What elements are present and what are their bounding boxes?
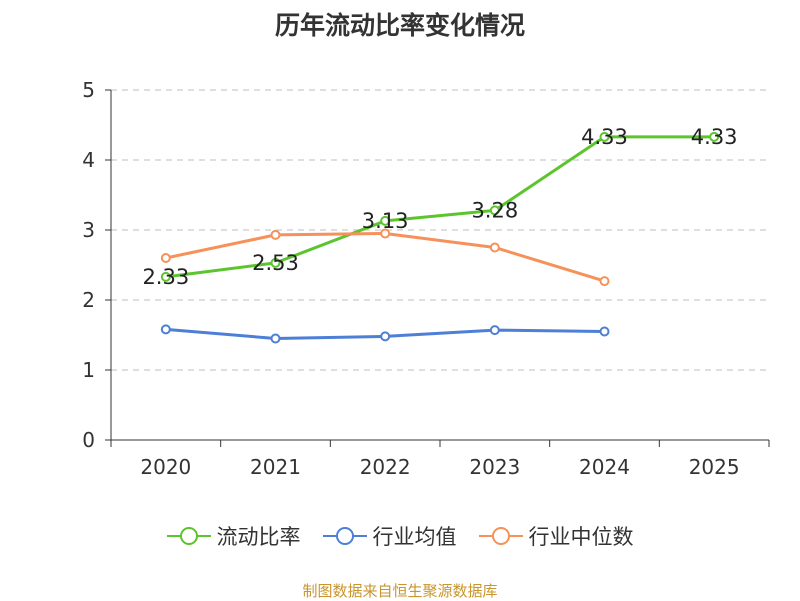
data-label-2020: 2.33: [142, 265, 189, 289]
y-tick-label: 3: [82, 218, 95, 242]
axes: 0 1 2 3 4 5 2020 2021 2022 2023 2024 2025: [82, 78, 770, 479]
y-tick-label: 0: [82, 428, 95, 452]
data-label-2021: 2.53: [252, 251, 299, 275]
legend-swatch-industry-median: [478, 527, 523, 545]
legend-item-industry-median[interactable]: 行业中位数: [478, 521, 634, 551]
data-label-2025: 4.33: [691, 125, 738, 149]
legend-label-industry-median: 行业中位数: [528, 525, 634, 549]
data-point-s0-2020: [160, 271, 171, 282]
source-note: 制图数据来自恒生聚源数据库: [302, 582, 498, 600]
data-point-s0-2024: [599, 131, 610, 142]
x-tick-label-2022: 2022: [360, 455, 411, 479]
data-point-s1-2022: [380, 331, 391, 342]
chart-title: 历年流动比率变化情况: [274, 11, 525, 40]
data-point-s1-2023: [489, 325, 500, 336]
x-tick-label-2023: 2023: [469, 455, 520, 479]
data-point-s0-2023: [489, 205, 500, 216]
data-label-2023: 3.28: [471, 198, 518, 222]
data-label-2024: 4.33: [581, 125, 628, 149]
data-label-2022: 3.13: [362, 209, 409, 233]
data-point-s0-2025: [709, 131, 720, 142]
legend-swatch-current-ratio: [166, 527, 211, 545]
data-point-s1-2020: [160, 324, 171, 335]
data-point-s2-2023: [489, 242, 500, 253]
legend-item-current-ratio[interactable]: 流动比率: [166, 521, 301, 551]
legend-item-industry-mean[interactable]: 行业均值: [322, 521, 457, 551]
legend: 流动比率 行业均值 行业中位数: [0, 521, 800, 551]
series-points: [160, 131, 720, 344]
series-line-2: [164, 232, 606, 283]
x-tick-label-2025: 2025: [689, 455, 740, 479]
data-point-s0-2021: [270, 257, 281, 268]
grid-lines: [111, 89, 769, 371]
legend-label-industry-mean: 行业均值: [372, 525, 457, 549]
data-point-s2-2020: [160, 253, 171, 263]
legend-swatch-industry-mean: [322, 527, 367, 545]
data-point-s2-2022: [380, 228, 391, 239]
series-lines: [164, 135, 716, 340]
y-tick-label: 4: [82, 148, 95, 172]
x-tick-label-2021: 2021: [250, 455, 301, 479]
data-point-s2-2024: [599, 276, 610, 287]
data-point-s1-2024: [599, 326, 610, 337]
x-tick-label-2020: 2020: [140, 455, 191, 479]
x-tick-label-2024: 2024: [579, 455, 630, 479]
series-line-0: [164, 135, 716, 279]
y-tick-label: 2: [82, 288, 95, 312]
data-labels: 2.33 2.53 3.13 3.28 4.33 4.33: [142, 125, 737, 289]
data-point-s2-2021: [270, 229, 281, 240]
data-point-s1-2021: [270, 333, 281, 344]
data-point-s0-2022: [380, 215, 391, 226]
y-tick-label: 5: [82, 78, 95, 102]
legend-label-current-ratio: 流动比率: [216, 525, 301, 549]
y-tick-label: 1: [82, 358, 95, 382]
